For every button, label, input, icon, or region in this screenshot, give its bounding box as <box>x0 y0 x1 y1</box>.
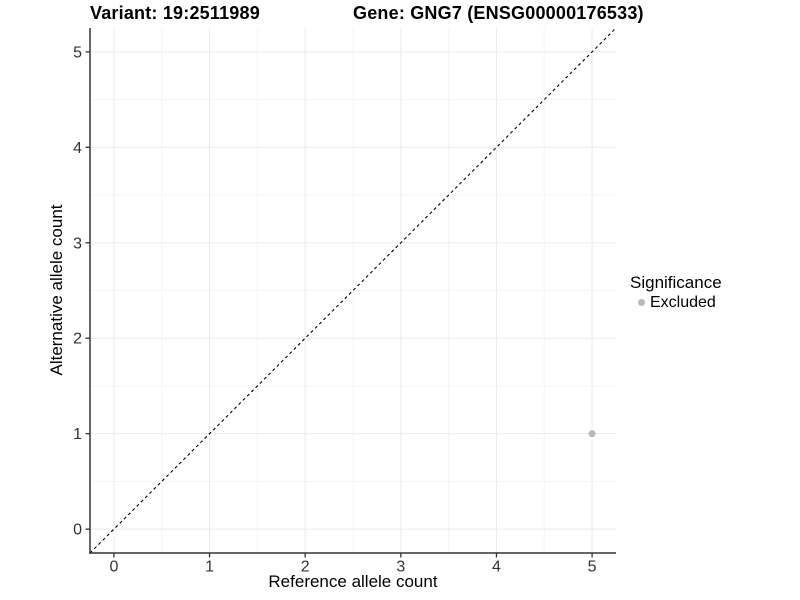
major-gridlines <box>90 28 616 553</box>
legend-entry-excluded: Excluded <box>630 293 722 312</box>
legend-title: Significance <box>630 273 722 292</box>
x-axis-title: Reference allele count <box>268 572 438 591</box>
y-tick-label: 5 <box>73 44 82 61</box>
data-point <box>588 430 596 438</box>
x-tick-label: 3 <box>396 559 405 576</box>
minor-gridlines <box>90 28 616 553</box>
axis-lines <box>89 28 616 554</box>
x-tick-label: 5 <box>588 559 597 576</box>
axis-ticks: 0 1 2 3 4 5 0 1 2 3 4 5 <box>73 44 597 575</box>
legend-entry-label: Excluded <box>650 294 716 311</box>
y-tick-label: 2 <box>73 331 82 348</box>
x-tick-label: 0 <box>109 559 118 576</box>
data-points <box>588 430 596 438</box>
x-tick-label: 1 <box>205 559 214 576</box>
y-axis-title: Alternative allele count <box>47 204 66 376</box>
x-tick-label: 4 <box>492 559 501 576</box>
legend: Significance Excluded <box>630 272 722 312</box>
legend-point-icon <box>638 299 645 306</box>
x-tick-label: 2 <box>301 559 310 576</box>
y-tick-label: 1 <box>73 426 82 443</box>
identity-dashed-line <box>89 27 617 554</box>
y-tick-label: 3 <box>73 235 82 252</box>
plot-title-gene: Gene: GNG7 (ENSG00000176533) <box>353 3 644 23</box>
y-tick-label: 4 <box>73 140 82 157</box>
y-tick-label: 0 <box>73 522 82 539</box>
plot-title-variant: Variant: 19:2511989 <box>90 3 260 23</box>
